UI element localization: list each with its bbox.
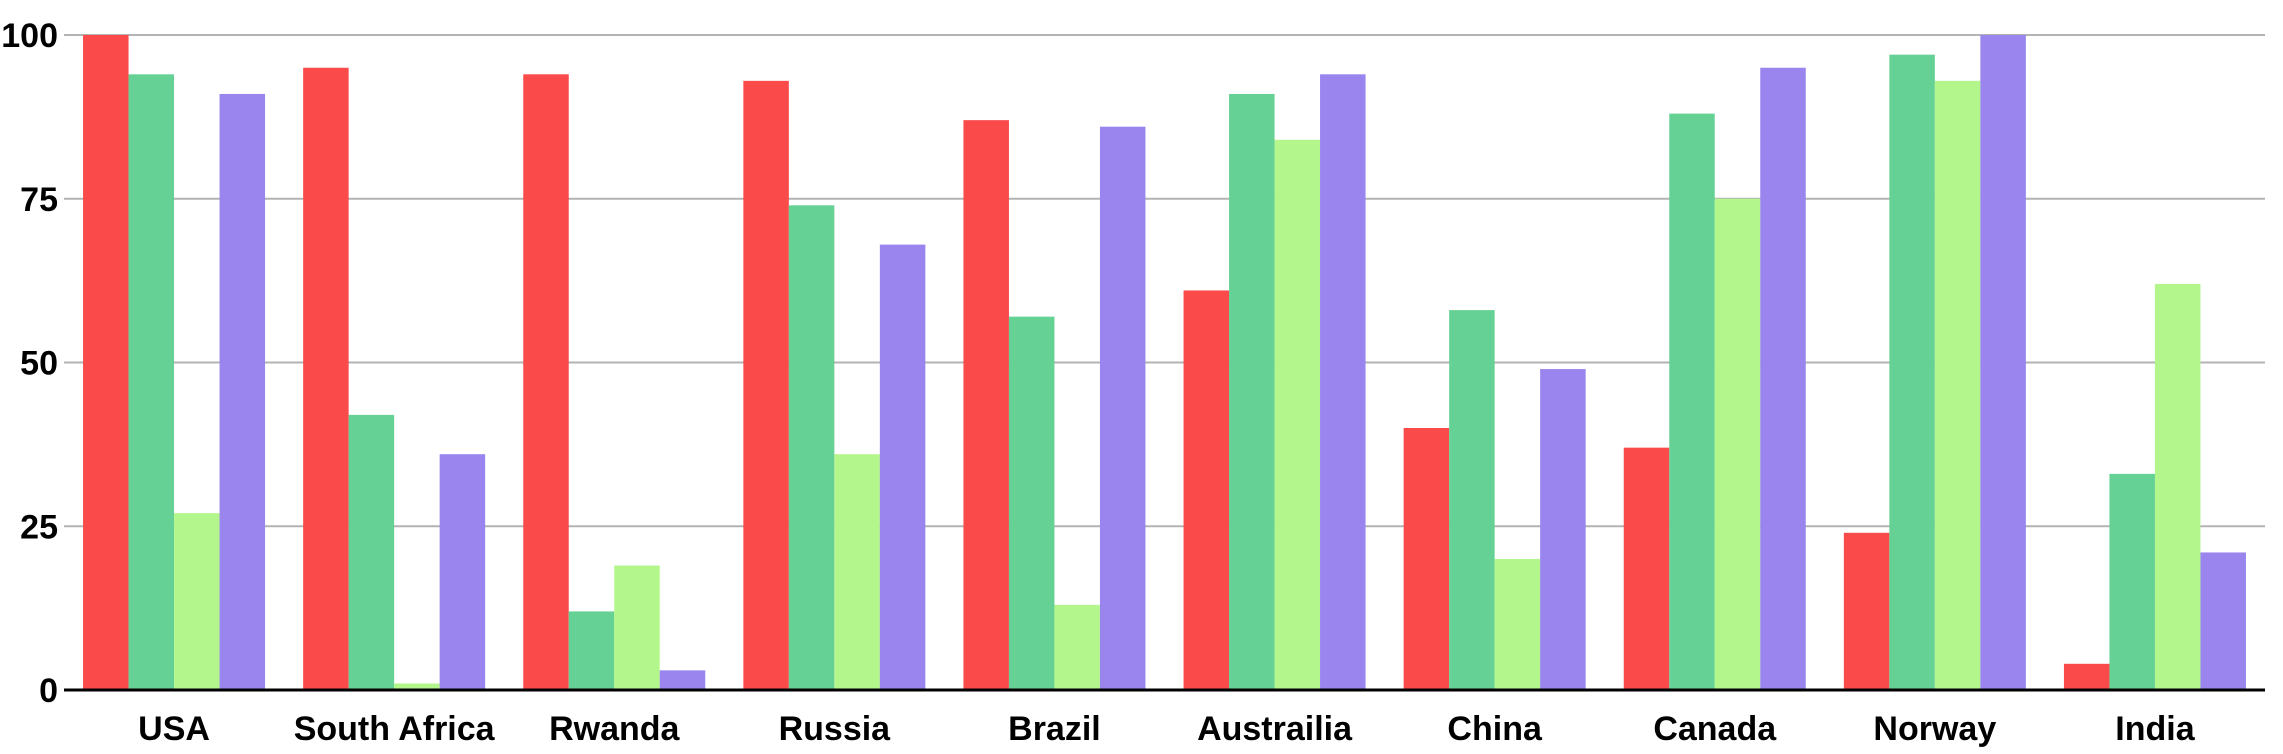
bar-series-4-russia [879, 244, 926, 690]
x-category-label: USA [138, 710, 210, 748]
bar-series-1-russia [743, 80, 789, 691]
bar-series-1-india [2063, 663, 2110, 690]
bars [83, 35, 2246, 691]
x-category-label: Rwanda [549, 710, 680, 748]
bar-series-3-rwanda [614, 565, 660, 690]
x-category-label: Brazil [1008, 710, 1101, 748]
bar-series-2-china [1449, 310, 1495, 690]
y-tick-label: 25 [20, 508, 58, 546]
bar-series-4-india [2200, 552, 2246, 690]
bar-series-2-usa [128, 74, 175, 691]
bar-series-3-india [2154, 283, 2201, 690]
bar-series-1-china [1403, 428, 1450, 690]
bar-series-1-south-africa [303, 67, 349, 690]
bar-series-1-brazil [963, 120, 1009, 690]
bar-series-2-austrailia [1229, 93, 1275, 690]
bar-series-3-canada [1714, 198, 1761, 690]
bar-series-1-canada [1623, 447, 1670, 690]
bar-series-2-south-africa [348, 414, 395, 690]
bar-series-2-brazil [1008, 316, 1055, 690]
x-category-label: China [1447, 710, 1543, 748]
y-axis-ticks: 0 25 50 75 100 [1, 17, 58, 710]
bar-series-2-canada [1669, 113, 1715, 691]
bar-series-1-norway [1843, 532, 1890, 690]
bar-series-4-rwanda [659, 670, 706, 690]
y-tick-label: 50 [20, 345, 58, 383]
bar-series-3-russia [834, 454, 880, 690]
bar-series-4-china [1540, 369, 1586, 690]
bar-series-4-usa [219, 93, 266, 690]
bar-series-4-canada [1760, 67, 1806, 690]
bar-series-4-norway [1980, 35, 2026, 690]
bar-series-3-usa [174, 513, 220, 690]
bar-series-4-austrailia [1320, 74, 1366, 691]
bar-series-3-south-africa [394, 683, 440, 690]
x-axis-labels: USA South Africa Rwanda Russia Brazil Austrai… [138, 710, 2196, 748]
bar-series-1-austrailia [1183, 290, 1230, 690]
bar-series-1-usa [83, 35, 129, 690]
bar-series-3-china [1494, 559, 1541, 690]
bar-series-3-brazil [1054, 604, 1100, 690]
bar-series-2-india [2109, 473, 2155, 690]
bar-series-4-south-africa [439, 454, 486, 690]
y-tick-label: 100 [1, 17, 58, 55]
x-category-label: Russia [779, 710, 892, 748]
x-category-label: Canada [1653, 710, 1777, 748]
bar-series-4-brazil [1099, 126, 1146, 690]
x-category-label: South Africa [294, 710, 496, 748]
bar-series-2-norway [1889, 54, 1935, 690]
y-tick-label: 75 [20, 181, 58, 219]
bar-series-3-norway [1934, 80, 1981, 691]
bar-series-2-rwanda [568, 611, 615, 690]
bar-series-1-rwanda [523, 74, 569, 691]
x-category-label: Austrailia [1197, 710, 1353, 748]
bar-series-2-russia [788, 205, 835, 691]
x-category-label: Norway [1873, 710, 1996, 748]
x-category-label: India [2115, 710, 2195, 748]
bar-series-3-austrailia [1274, 139, 1321, 691]
y-tick-label: 0 [39, 672, 58, 710]
